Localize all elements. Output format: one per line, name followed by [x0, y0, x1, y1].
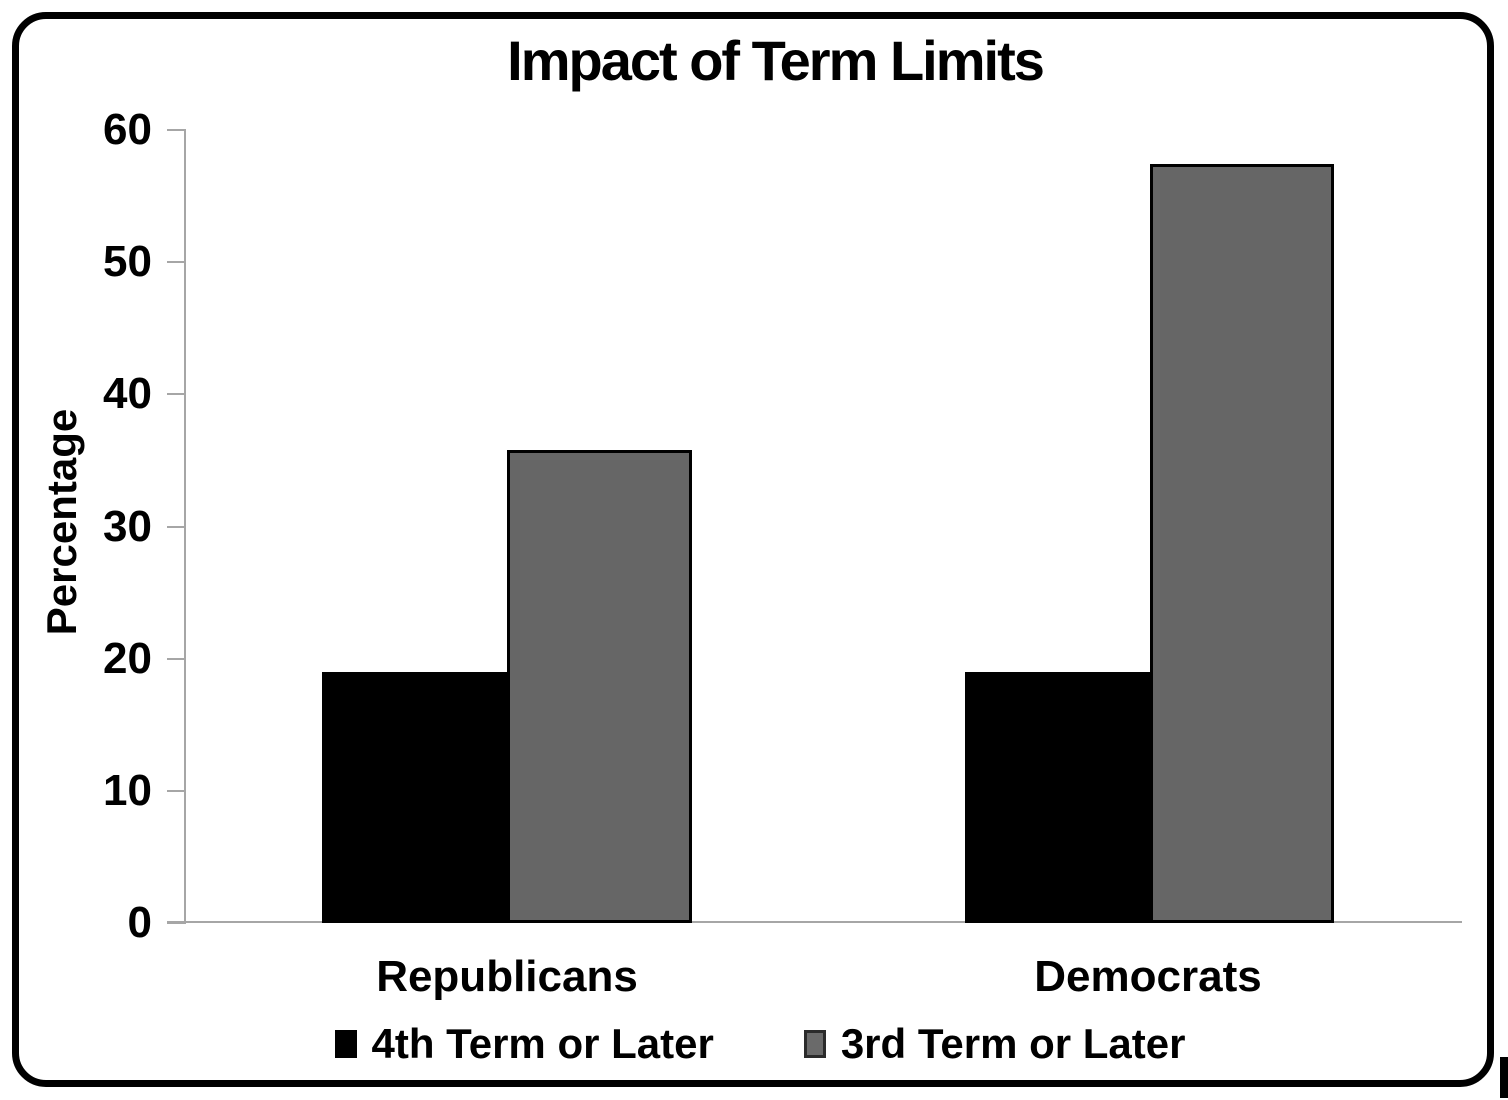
- y-tick-mark: [167, 393, 186, 396]
- bar-democrats-4th-term: [965, 672, 1150, 923]
- y-tick-label: 40: [103, 369, 152, 419]
- bar-republicans-3rd-term: [507, 450, 692, 923]
- y-tick-label: 20: [103, 633, 152, 683]
- legend-item-4th-term: 4th Term or Later: [334, 1020, 714, 1068]
- bar-republicans-4th-term: [322, 672, 507, 923]
- legend-item-3rd-term: 3rd Term or Later: [803, 1020, 1186, 1068]
- legend-label-4th-term: 4th Term or Later: [371, 1020, 714, 1067]
- x-axis-baseline: [167, 921, 1462, 923]
- x-category-label-democrats: Democrats: [1034, 952, 1262, 1001]
- y-tick-mark: [167, 657, 186, 660]
- y-tick-label: 10: [103, 765, 152, 815]
- y-tick-mark: [167, 789, 186, 792]
- legend-label-3rd-term: 3rd Term or Later: [840, 1020, 1186, 1067]
- y-tick-label: 0: [127, 898, 152, 947]
- legend-swatch-3rd-term: [803, 1030, 826, 1058]
- y-tick-mark: [167, 922, 186, 924]
- chart-legend: 4th Term or Later 3rd Term or Later: [185, 1016, 1335, 1072]
- bar-democrats-3rd-term: [1150, 164, 1334, 923]
- y-tick-mark: [167, 525, 186, 528]
- y-tick-label: 30: [103, 501, 152, 551]
- x-category-label-republicans: Republicans: [376, 952, 638, 1001]
- cursor-artifact: [1500, 1057, 1508, 1098]
- y-tick-mark: [167, 129, 186, 131]
- y-tick-label: 50: [103, 237, 152, 287]
- chart-title: Impact of Term Limits: [507, 29, 1045, 92]
- y-tick-label: 60: [103, 105, 152, 154]
- legend-swatch-4th-term: [334, 1030, 357, 1058]
- y-tick-mark: [167, 261, 186, 264]
